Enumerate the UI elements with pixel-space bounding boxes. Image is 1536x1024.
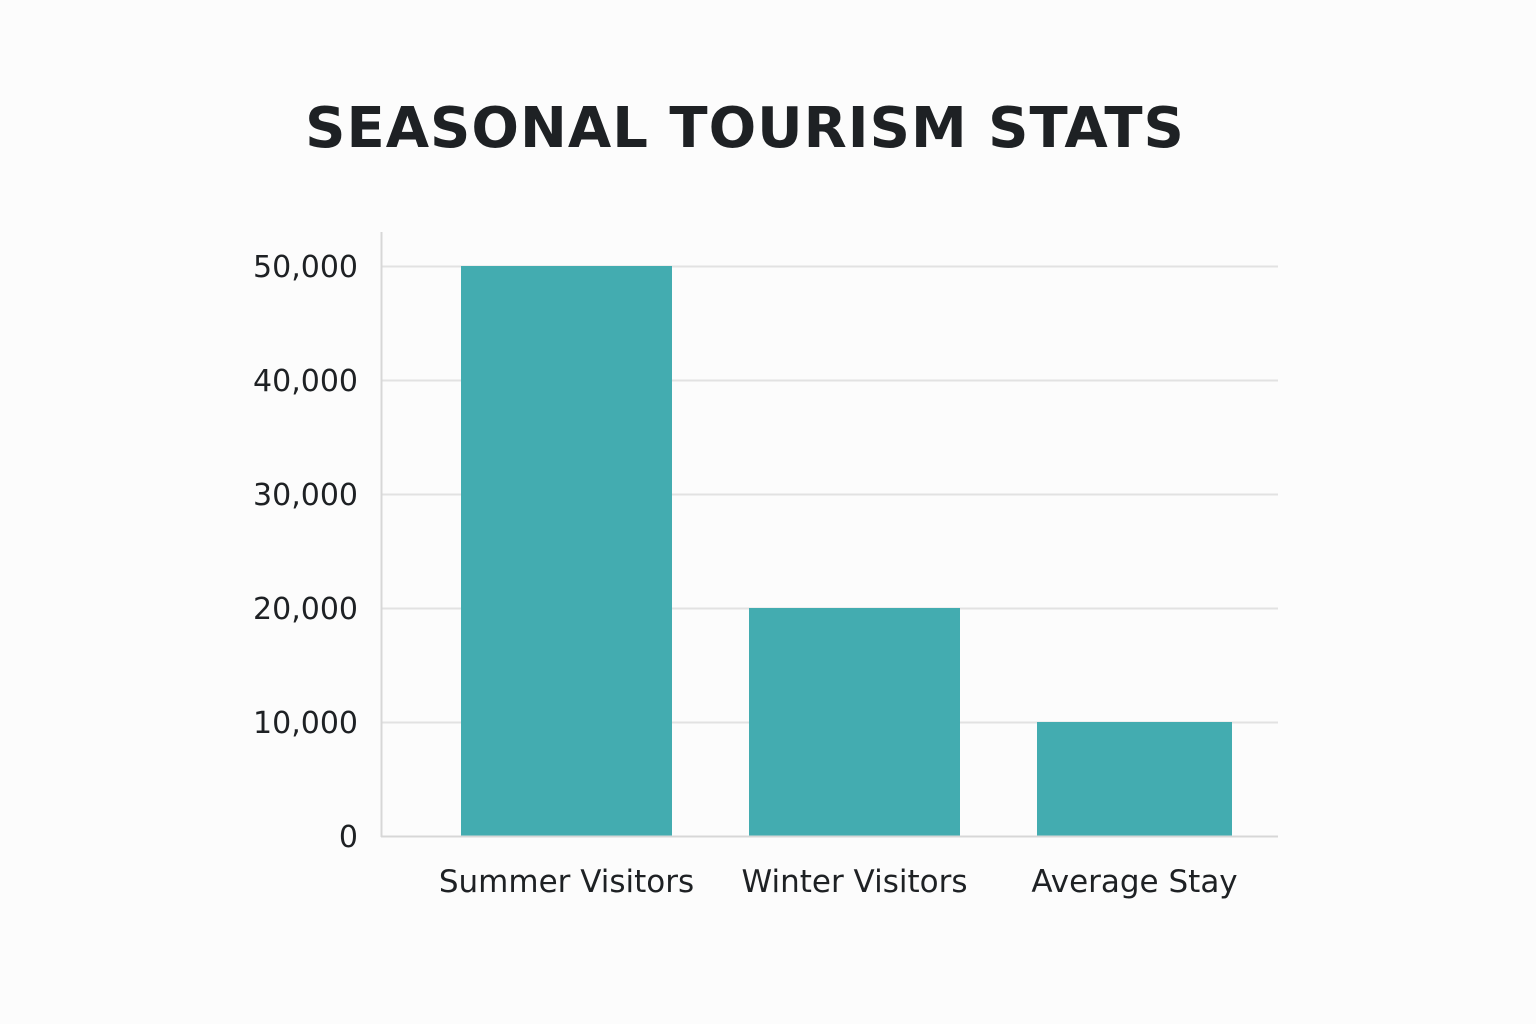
y-tick-label-10000: 10,000 — [253, 706, 358, 741]
y-tick-label-20000: 20,000 — [253, 592, 358, 627]
bar-average-stay — [1037, 722, 1232, 836]
x-tick-labels: Summer Visitors Winter Visitors Average St… — [439, 864, 1238, 900]
bar-summer-visitors — [461, 266, 672, 836]
y-tick-label-40000: 40,000 — [253, 364, 358, 399]
x-tick-label-average-stay: Average Stay — [1031, 864, 1237, 900]
axes — [380, 232, 1278, 838]
y-tick-label-30000: 30,000 — [253, 478, 358, 513]
y-tick-labels: 0 10,000 20,000 30,000 40,000 50,000 — [253, 250, 358, 855]
y-tick-label-50000: 50,000 — [253, 250, 358, 285]
bars — [461, 266, 1232, 836]
x-tick-label-winter-visitors: Winter Visitors — [742, 864, 968, 900]
x-tick-label-summer-visitors: Summer Visitors — [439, 864, 694, 900]
bar-winter-visitors — [749, 608, 960, 836]
y-tick-label-0: 0 — [339, 820, 358, 855]
chart-title: SEASONAL TOURISM STATS — [305, 96, 1185, 161]
